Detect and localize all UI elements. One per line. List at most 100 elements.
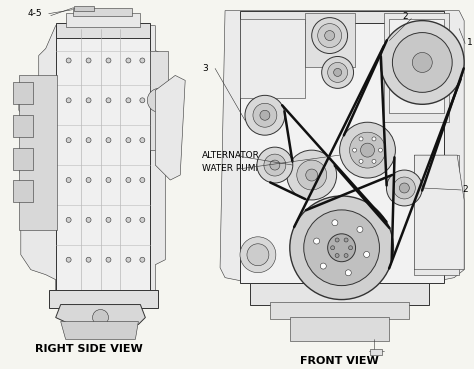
Circle shape xyxy=(66,58,71,63)
Circle shape xyxy=(147,88,171,112)
Polygon shape xyxy=(55,304,146,324)
Text: WATER PUMP: WATER PUMP xyxy=(202,163,261,173)
Circle shape xyxy=(140,257,145,262)
Circle shape xyxy=(364,252,370,258)
Circle shape xyxy=(353,148,356,152)
Bar xyxy=(371,349,383,355)
Bar xyxy=(73,8,132,15)
Circle shape xyxy=(348,246,353,250)
Circle shape xyxy=(140,177,145,183)
Polygon shape xyxy=(19,25,165,304)
Circle shape xyxy=(359,137,363,141)
Circle shape xyxy=(86,177,91,183)
Text: 2: 2 xyxy=(402,12,408,21)
Bar xyxy=(150,51,168,150)
Circle shape xyxy=(66,177,71,183)
Circle shape xyxy=(372,159,376,163)
Bar xyxy=(73,6,93,11)
Circle shape xyxy=(270,160,280,170)
Circle shape xyxy=(381,21,464,104)
Circle shape xyxy=(328,62,347,82)
Circle shape xyxy=(290,196,393,300)
Circle shape xyxy=(86,138,91,143)
Circle shape xyxy=(304,210,380,286)
Circle shape xyxy=(346,270,351,276)
Circle shape xyxy=(386,170,422,206)
Circle shape xyxy=(92,310,109,325)
Circle shape xyxy=(126,257,131,262)
Circle shape xyxy=(361,143,374,157)
Circle shape xyxy=(344,238,348,242)
Circle shape xyxy=(106,138,111,143)
Bar xyxy=(13,148,33,170)
Circle shape xyxy=(359,159,363,163)
Text: RIGHT SIDE VIEW: RIGHT SIDE VIEW xyxy=(35,344,142,354)
Bar xyxy=(19,75,57,230)
Circle shape xyxy=(140,217,145,223)
Bar xyxy=(55,28,150,293)
Circle shape xyxy=(344,254,348,258)
Circle shape xyxy=(357,227,363,232)
Circle shape xyxy=(140,138,145,143)
Polygon shape xyxy=(61,321,138,339)
Bar xyxy=(240,11,444,23)
Circle shape xyxy=(372,137,376,141)
Bar xyxy=(390,18,444,113)
Circle shape xyxy=(106,98,111,103)
Circle shape xyxy=(264,154,286,176)
Circle shape xyxy=(392,32,452,92)
Bar xyxy=(305,13,355,68)
Circle shape xyxy=(339,122,395,178)
Circle shape xyxy=(378,148,383,152)
Text: 2: 2 xyxy=(462,186,468,194)
Circle shape xyxy=(106,58,111,63)
Bar xyxy=(65,13,140,27)
Circle shape xyxy=(328,234,356,262)
Circle shape xyxy=(325,31,335,41)
Circle shape xyxy=(306,169,318,181)
Circle shape xyxy=(86,58,91,63)
Circle shape xyxy=(335,238,339,242)
Polygon shape xyxy=(155,75,185,180)
Bar xyxy=(13,115,33,137)
Circle shape xyxy=(66,98,71,103)
Text: 1: 1 xyxy=(467,38,473,47)
Circle shape xyxy=(86,98,91,103)
Circle shape xyxy=(331,246,335,250)
Circle shape xyxy=(322,56,354,88)
Text: ALTERNATOR: ALTERNATOR xyxy=(202,151,260,160)
Circle shape xyxy=(318,24,342,48)
Circle shape xyxy=(297,160,327,190)
Text: 3: 3 xyxy=(202,64,208,73)
Circle shape xyxy=(412,52,432,72)
Bar xyxy=(49,290,158,307)
Circle shape xyxy=(287,150,337,200)
Circle shape xyxy=(349,132,385,168)
Circle shape xyxy=(334,68,342,76)
Circle shape xyxy=(260,110,270,120)
Circle shape xyxy=(106,217,111,223)
Circle shape xyxy=(106,177,111,183)
Circle shape xyxy=(257,147,293,183)
Bar xyxy=(240,18,305,98)
Circle shape xyxy=(240,237,276,273)
Bar xyxy=(384,13,449,122)
Circle shape xyxy=(126,217,131,223)
Circle shape xyxy=(126,98,131,103)
Circle shape xyxy=(86,257,91,262)
Circle shape xyxy=(335,254,339,258)
Circle shape xyxy=(126,58,131,63)
Polygon shape xyxy=(414,155,464,270)
Bar xyxy=(13,82,33,104)
Text: FRONT VIEW: FRONT VIEW xyxy=(300,356,379,366)
Bar xyxy=(55,23,150,38)
Circle shape xyxy=(312,18,347,54)
Circle shape xyxy=(393,177,415,199)
Circle shape xyxy=(245,95,285,135)
Circle shape xyxy=(66,138,71,143)
Circle shape xyxy=(86,217,91,223)
Bar xyxy=(13,180,33,202)
Circle shape xyxy=(140,98,145,103)
Bar xyxy=(270,301,410,320)
Circle shape xyxy=(320,263,326,269)
